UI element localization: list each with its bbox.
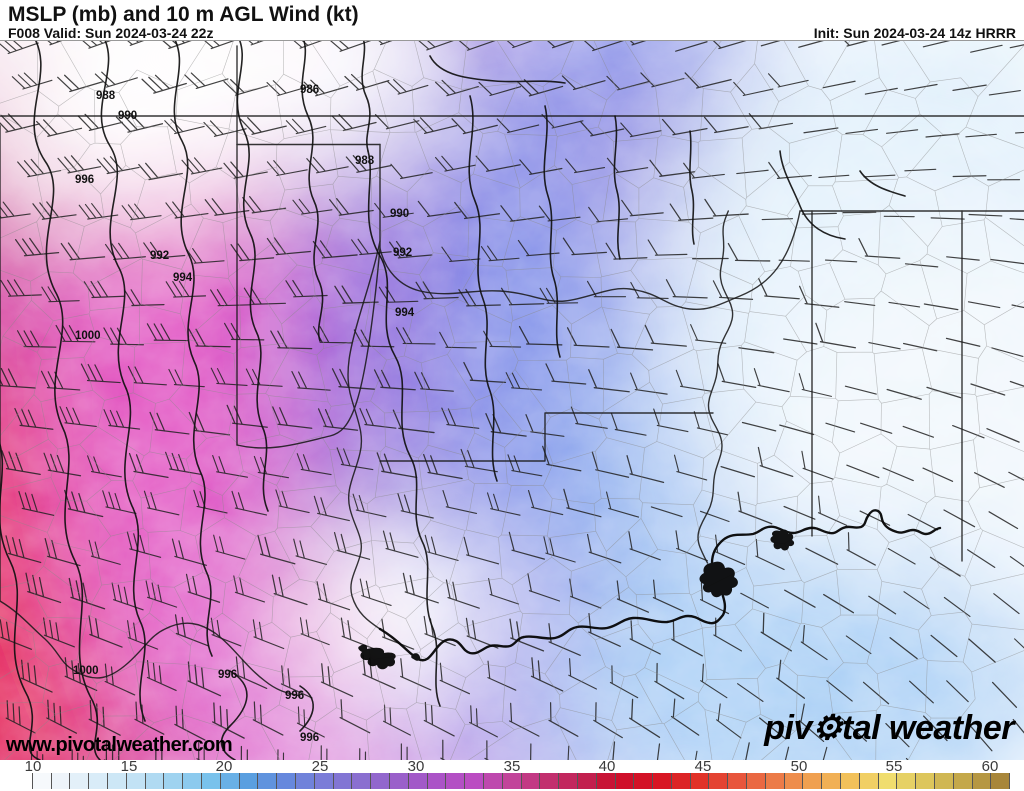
svg-text:996: 996 bbox=[218, 669, 237, 681]
svg-text:994: 994 bbox=[395, 307, 415, 319]
svg-text:986: 986 bbox=[300, 84, 319, 96]
svg-text:990: 990 bbox=[390, 208, 409, 220]
svg-text:996: 996 bbox=[300, 732, 319, 744]
svg-text:992: 992 bbox=[393, 247, 412, 259]
svg-text:990: 990 bbox=[118, 110, 137, 122]
svg-text:996: 996 bbox=[285, 690, 304, 702]
svg-text:996: 996 bbox=[75, 174, 94, 186]
svg-text:1000: 1000 bbox=[75, 330, 101, 342]
svg-text:988: 988 bbox=[96, 90, 116, 102]
svg-text:994: 994 bbox=[173, 272, 193, 284]
svg-text:988: 988 bbox=[355, 155, 375, 167]
svg-text:1000: 1000 bbox=[73, 665, 99, 677]
svg-text:992: 992 bbox=[150, 250, 169, 262]
